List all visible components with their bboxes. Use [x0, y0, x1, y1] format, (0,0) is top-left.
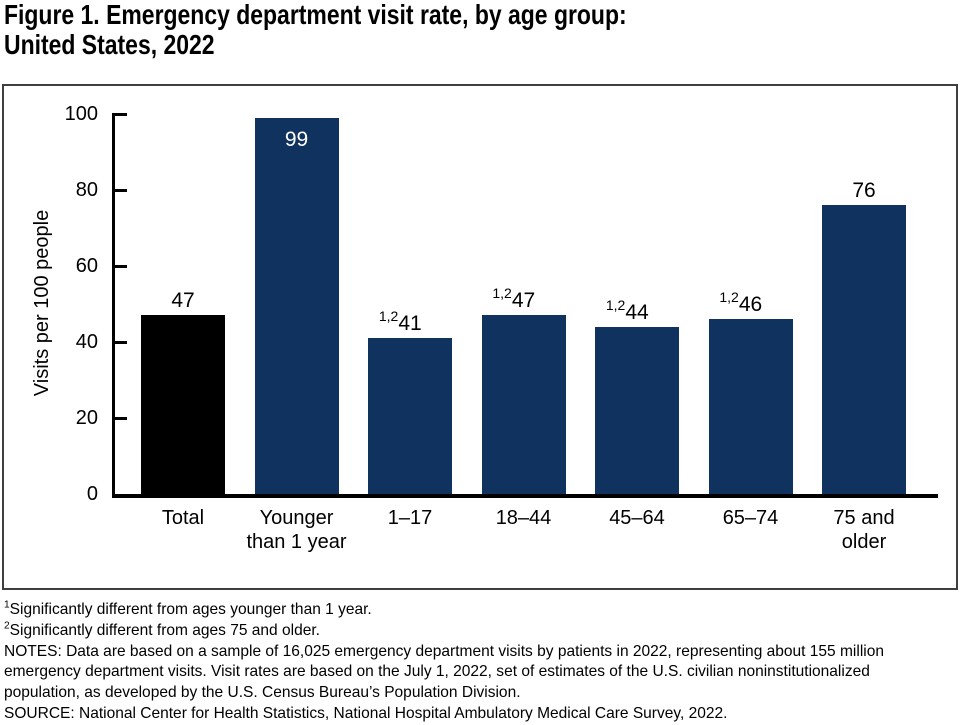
x-axis-category-label: 18–44 — [454, 506, 594, 530]
y-tick-label: 20 — [75, 407, 98, 429]
y-tick-mark — [115, 416, 127, 420]
footnote-line: population, as developed by the U.S. Cen… — [4, 684, 521, 702]
bar-1-17 — [368, 338, 452, 494]
footnote-line: 2Significantly different from ages 75 an… — [4, 619, 320, 639]
plot-area: Visits per 100 people 0 20 40 60 80 100 47 Tota… — [4, 86, 956, 588]
x-axis-category-label-line: 45–64 — [609, 507, 665, 529]
x-axis-category-label: 45–64 — [567, 506, 707, 530]
bar-value: 1,2 44 — [605, 296, 649, 324]
bar-value: 1,2 47 — [492, 285, 536, 313]
bar-75-and-older — [822, 205, 906, 494]
x-axis-category-label: 1–17 — [340, 506, 480, 530]
y-axis-line — [112, 112, 115, 494]
bar-value-label: 1,2 41 — [340, 308, 480, 336]
bar-footnote-marker: 1,2 — [378, 308, 399, 325]
footnote-line: SOURCE: National Center for Health Stati… — [4, 704, 728, 722]
x-axis-category-label-line: than 1 year — [246, 531, 347, 553]
x-axis-line — [112, 494, 938, 498]
bar-65-74 — [708, 319, 793, 494]
bar-value-label: 1,2 47 — [454, 285, 594, 313]
bar-value: 76 — [852, 179, 876, 203]
footnote-line: 1Significantly different from ages young… — [4, 598, 372, 618]
bar-footnote-marker: 1,2 — [605, 296, 626, 313]
y-tick-label: 100 — [64, 103, 98, 125]
bar-footnote-marker: 1,2 — [719, 289, 739, 306]
footnote-marker: 1 — [4, 598, 10, 611]
footnote-marker: 2 — [4, 619, 10, 632]
x-axis-category-label-line: older — [841, 531, 887, 553]
figure-title-line-2: United States, 2022 — [4, 29, 215, 60]
y-tick-mark — [115, 188, 127, 192]
bar-value-label: 47 — [113, 288, 253, 313]
x-axis-category-label-line: Total — [161, 507, 205, 529]
bar-total — [141, 315, 225, 494]
footnotes: 1Significantly different from ages young… — [4, 598, 884, 725]
y-tick-mark — [115, 264, 127, 268]
x-axis-category-label-line: 65–74 — [722, 507, 779, 529]
footnote-line: NOTES: Data are based on a sample of 16,… — [4, 642, 884, 660]
bar-18-44 — [481, 315, 566, 494]
x-axis-category-label: Total — [113, 506, 253, 530]
bar-value: 47 — [171, 289, 195, 313]
x-axis-category-label-line: 1–17 — [387, 507, 433, 529]
figure-title-line-1: Figure 1. Emergency department visit rat… — [4, 0, 627, 30]
x-axis-category-label: 75 and older — [794, 506, 934, 554]
x-axis-category-label-line: Younger — [259, 507, 334, 529]
y-tick-label: 0 — [86, 483, 98, 505]
footnote-line: emergency department visits. Visit rates… — [4, 663, 870, 681]
y-tick-label: 80 — [75, 179, 98, 201]
bar-value: 99 — [284, 127, 309, 151]
x-axis-category-label-line: 75 and — [833, 507, 895, 529]
y-tick-mark — [115, 112, 127, 116]
y-tick-label: 40 — [75, 331, 98, 353]
bar-value: 1,2 46 — [719, 289, 763, 317]
figure-title: Figure 1. Emergency department visit rat… — [4, 0, 627, 60]
bar-value-label: 1,2 46 — [681, 289, 821, 317]
chart-frame: Visits per 100 people 0 20 40 60 80 100 47 Tota… — [2, 84, 958, 590]
bar-value-label: 76 — [794, 178, 934, 203]
bar-value: 1,2 41 — [378, 308, 422, 336]
bar-45-64 — [595, 326, 679, 494]
y-axis-title: Visits per 100 people — [31, 209, 53, 397]
bar-younger-than-1-year — [254, 117, 339, 494]
bar-value-label: 99 — [227, 127, 367, 152]
bar-value-label: 1,2 44 — [567, 296, 707, 325]
x-axis-category-label: Younger than 1 year — [227, 506, 367, 554]
x-axis-category-label: 65–74 — [681, 506, 821, 530]
x-axis-category-label-line: 18–44 — [495, 507, 552, 529]
y-tick-label: 60 — [75, 255, 98, 277]
y-tick-mark — [115, 340, 127, 344]
bar-footnote-marker: 1,2 — [492, 285, 512, 302]
